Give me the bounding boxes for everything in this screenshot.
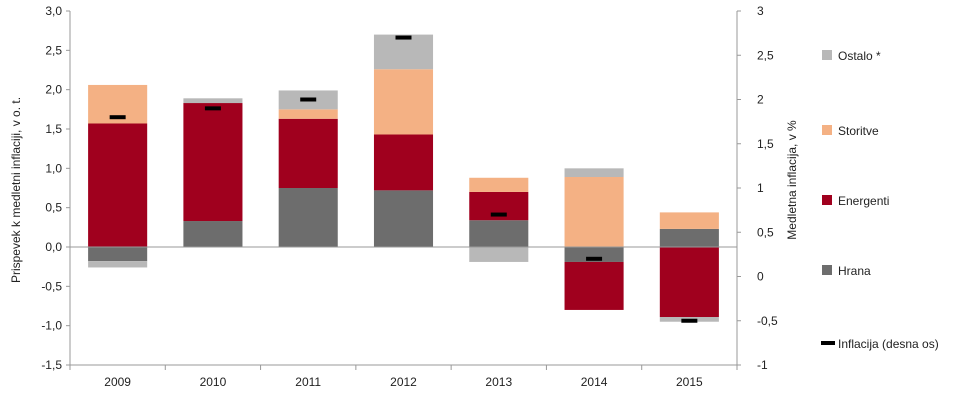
right-tick-label: 2,5	[757, 48, 774, 62]
legend-label: Ostalo *	[838, 49, 881, 63]
x-tick-label: 2014	[581, 375, 608, 389]
left-tick-label: 2,0	[45, 83, 62, 97]
bar-segment	[373, 34, 434, 70]
legend-swatch	[822, 195, 832, 205]
bar-segment	[469, 220, 529, 247]
right-tick-label: 1,5	[757, 137, 774, 151]
left-axis: 3,0 2,5 2,0 1,5 1,0 0,5 0,0 -0,5 -1,0 -1,5	[41, 4, 71, 372]
x-tick-label: 2011	[295, 375, 321, 389]
bar-segment	[659, 228, 719, 247]
bar-segment	[278, 118, 338, 188]
left-tick-label: 1,5	[45, 122, 62, 136]
legend-swatch	[822, 50, 832, 60]
bar-segment	[183, 221, 243, 247]
legend-swatch	[822, 125, 832, 135]
left-tick-label: 0,0	[45, 240, 62, 254]
bar-segment	[564, 261, 624, 310]
bar-segment	[183, 103, 243, 222]
inflation-marker	[109, 115, 126, 120]
legend-label: Hrana	[838, 264, 871, 278]
right-tick-label: 0,5	[757, 225, 774, 239]
bar-segment	[373, 69, 434, 135]
right-tick-label: 0	[757, 270, 764, 284]
right-tick-label: 3	[757, 4, 764, 18]
left-tick-label: 0,5	[45, 201, 62, 215]
x-tick-label: 2013	[485, 375, 512, 389]
left-tick-label: 1,0	[45, 161, 62, 175]
inflation-marker	[681, 318, 698, 323]
right-tick-label: -0,5	[757, 314, 778, 328]
bar-segment	[659, 212, 719, 229]
bar-segment	[469, 177, 529, 192]
x-tick-label: 2010	[200, 375, 227, 389]
bars	[88, 34, 719, 322]
left-tick-label: -1,0	[41, 319, 62, 333]
bar-segment	[88, 261, 148, 268]
bar-segment	[469, 247, 529, 262]
bar-segment	[659, 247, 719, 318]
bar-segment	[183, 98, 243, 104]
bar-segment	[88, 123, 148, 247]
inflation-markers	[109, 35, 698, 323]
left-tick-label: -0,5	[41, 279, 62, 293]
left-tick-label: 2,5	[45, 43, 62, 57]
y-axis-label-right: Medletna inflacija, v %	[785, 120, 799, 240]
right-tick-label: -1	[757, 358, 768, 372]
bar-segment	[564, 168, 624, 177]
legend-swatch	[822, 265, 832, 275]
bar-segment	[278, 109, 338, 119]
x-tick-label: 2015	[676, 375, 703, 389]
legend-label: Inflacija (desna os)	[838, 337, 939, 351]
inflation-marker	[395, 35, 412, 40]
bar-segment	[88, 247, 148, 262]
bar-segment	[373, 190, 434, 247]
bar-segment	[564, 247, 624, 262]
x-tick-label: 2009	[104, 375, 131, 389]
x-axis: 2009 2010 2011 2012 2013 2014 2015	[69, 246, 738, 389]
right-tick-label: 1	[757, 181, 764, 195]
left-tick-label: 3,0	[45, 4, 62, 18]
bar-segment	[373, 134, 434, 191]
y-axis-label-left: Prispevek k medletni inflaciji, v o. t.	[9, 97, 23, 283]
left-tick-label: -1,5	[41, 358, 62, 372]
inflation-marker	[300, 97, 317, 102]
bar-segment	[278, 188, 338, 247]
legend-label: Energenti	[838, 194, 889, 208]
legend-swatch	[821, 341, 835, 345]
x-tick-label: 2012	[390, 375, 417, 389]
legend: Ostalo * Storitve Energenti Hrana Inflacija …	[821, 49, 939, 351]
inflation-marker	[586, 256, 603, 261]
right-tick-label: 2	[757, 93, 764, 107]
inflation-marker	[490, 212, 507, 217]
bar-segment	[564, 176, 624, 247]
inflation-marker	[204, 106, 221, 111]
right-axis: 3 2,5 2 1,5 1 0,5 0 -0,5 -1	[736, 4, 778, 372]
legend-label: Storitve	[838, 124, 879, 138]
